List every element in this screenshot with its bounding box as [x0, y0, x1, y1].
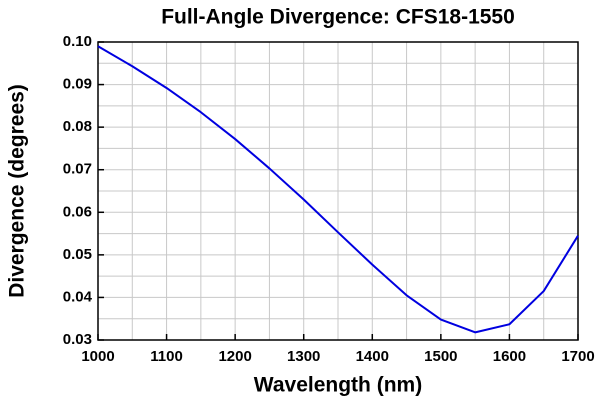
- x-tick-label: 1600: [493, 348, 526, 365]
- x-tick-label: 1200: [218, 348, 251, 365]
- x-tick-label: 1000: [81, 348, 114, 365]
- line: [97, 45, 579, 334]
- y-tick-label: 0.04: [63, 288, 93, 305]
- y-axis-title: Divergence (degrees): [6, 84, 29, 298]
- x-tick-label: 1500: [424, 348, 457, 365]
- chart-title: Full-Angle Divergence: CFS18-1550: [161, 6, 515, 29]
- y-tick-label: 0.10: [63, 33, 92, 50]
- y-tick-label: 0.08: [63, 118, 92, 135]
- x-tick-label: 1100: [150, 348, 183, 365]
- y-tick-label: 0.05: [63, 246, 92, 263]
- y-tick-label: 0.03: [63, 331, 92, 348]
- plot-frame: [97, 41, 579, 341]
- y-tick-label: 0.06: [63, 203, 92, 220]
- x-axis-title: Wavelength (nm): [254, 374, 422, 397]
- y-tick-label: 0.09: [63, 76, 92, 93]
- x-tick-label: 1700: [561, 348, 594, 365]
- x-tick-label: 1400: [356, 348, 389, 365]
- x-tick-label: 1300: [287, 348, 320, 365]
- y-tick-label: 0.07: [63, 161, 92, 178]
